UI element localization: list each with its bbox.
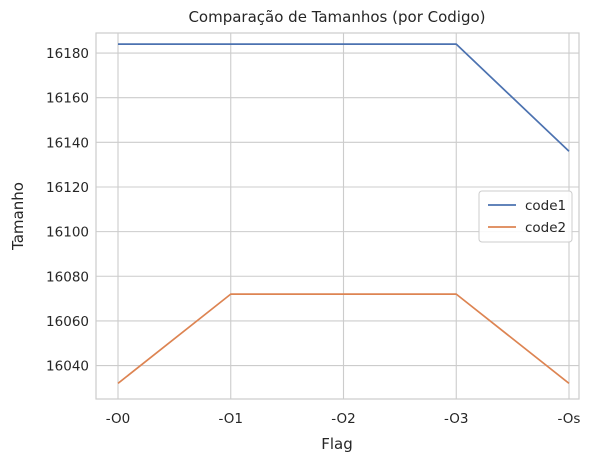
x-tick-label: -Os	[558, 411, 581, 427]
legend: code1 code2	[478, 190, 573, 243]
y-tick-label: 16040	[46, 359, 89, 375]
y-tick-label: 16080	[46, 269, 89, 285]
legend-label: code1	[525, 198, 566, 214]
x-tick-label: -O2	[331, 411, 355, 427]
x-axis-label: Flag	[321, 435, 353, 453]
y-tick-label: 16120	[46, 180, 89, 196]
y-tick-label: 16060	[46, 314, 89, 330]
legend-label: code2	[525, 220, 566, 236]
plot-area-frame	[95, 32, 580, 400]
y-tick-label: 16160	[46, 91, 89, 107]
x-tick-label: -O1	[219, 411, 243, 427]
legend-box	[478, 190, 573, 243]
chart-title: Comparação de Tamanhos (por Codigo)	[188, 8, 485, 26]
x-tick-labels: -O0 -O1 -O2 -O3 -Os	[106, 411, 581, 427]
y-tick-label: 16140	[46, 135, 89, 151]
series-lines	[117, 43, 570, 385]
y-tick-label: 16100	[46, 225, 89, 241]
x-tick-label: -O0	[106, 411, 130, 427]
x-tick-label: -O3	[444, 411, 468, 427]
y-axis-label: Tamanho	[9, 182, 27, 251]
y-tick-label: 16180	[46, 46, 89, 62]
series-line-code1	[118, 43, 570, 152]
y-tick-labels: 16040 16060 16080 16100 16120 16140 16160 16180	[46, 46, 89, 374]
series-line-code2	[117, 293, 570, 385]
